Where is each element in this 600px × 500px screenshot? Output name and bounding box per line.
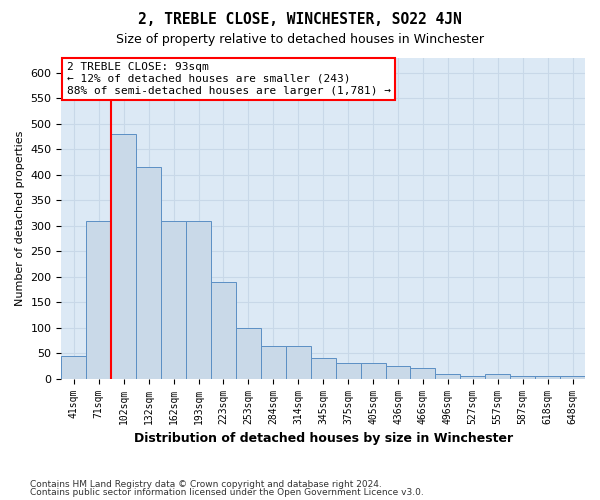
Bar bbox=[136, 167, 161, 378]
Bar bbox=[61, 356, 86, 378]
Bar bbox=[211, 282, 236, 378]
Bar bbox=[535, 376, 560, 378]
Text: 2 TREBLE CLOSE: 93sqm
← 12% of detached houses are smaller (243)
88% of semi-det: 2 TREBLE CLOSE: 93sqm ← 12% of detached … bbox=[67, 62, 391, 96]
Bar bbox=[560, 376, 585, 378]
Bar bbox=[485, 374, 510, 378]
Bar bbox=[311, 358, 335, 378]
X-axis label: Distribution of detached houses by size in Winchester: Distribution of detached houses by size … bbox=[134, 432, 513, 445]
Text: Contains public sector information licensed under the Open Government Licence v3: Contains public sector information licen… bbox=[30, 488, 424, 497]
Y-axis label: Number of detached properties: Number of detached properties bbox=[15, 130, 25, 306]
Bar bbox=[410, 368, 436, 378]
Bar bbox=[386, 366, 410, 378]
Bar bbox=[286, 346, 311, 378]
Bar bbox=[236, 328, 261, 378]
Text: Size of property relative to detached houses in Winchester: Size of property relative to detached ho… bbox=[116, 32, 484, 46]
Bar bbox=[460, 376, 485, 378]
Bar bbox=[261, 346, 286, 378]
Text: Contains HM Land Registry data © Crown copyright and database right 2024.: Contains HM Land Registry data © Crown c… bbox=[30, 480, 382, 489]
Bar bbox=[86, 220, 111, 378]
Bar bbox=[111, 134, 136, 378]
Bar bbox=[361, 364, 386, 378]
Text: 2, TREBLE CLOSE, WINCHESTER, SO22 4JN: 2, TREBLE CLOSE, WINCHESTER, SO22 4JN bbox=[138, 12, 462, 28]
Bar bbox=[436, 374, 460, 378]
Bar bbox=[335, 364, 361, 378]
Bar bbox=[161, 220, 186, 378]
Bar bbox=[186, 220, 211, 378]
Bar bbox=[510, 376, 535, 378]
